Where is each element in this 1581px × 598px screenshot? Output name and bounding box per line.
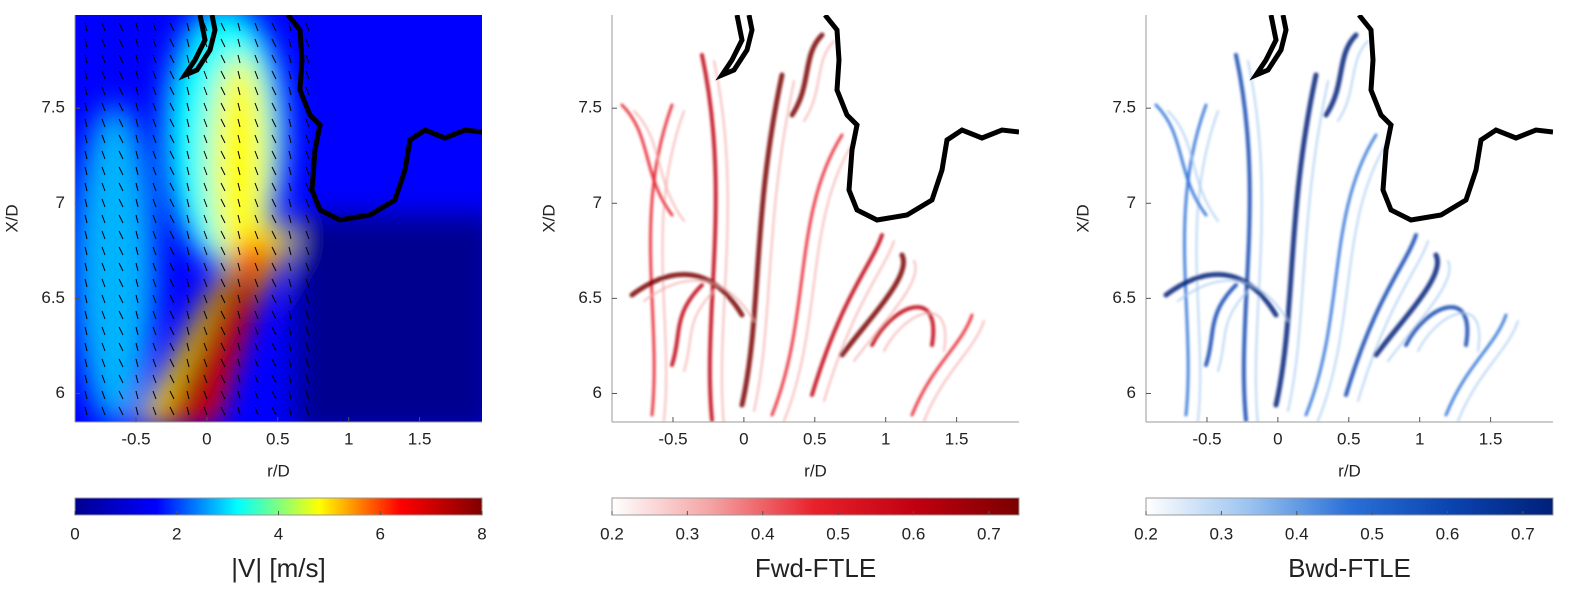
x-tick-label: -0.5 (121, 429, 150, 448)
y-tick-label: 6 (1127, 383, 1136, 402)
colorbar-tick-label: 0.6 (902, 524, 926, 543)
colorbar-tick-label: 0.3 (676, 524, 700, 543)
panel: -0.5 0 0.5 1 1.5 6 6.5 7 7.5 r/D X/D 0.2 0.3 0.4 0.5 0.… (1073, 15, 1554, 583)
panel: -0.5 0 0.5 1 1.5 6 6.5 7 7.5 r/D X/D 0.2 0.3 0.4 0.5 0.… (539, 15, 1020, 583)
quiver (84, 22, 310, 416)
blob (295, 215, 482, 422)
colorbar-tick-label: 0.7 (977, 524, 1001, 543)
boundary (823, 15, 1019, 223)
boundary (715, 15, 755, 81)
x-axis-label: r/D (804, 461, 827, 480)
x-tick-label: 0 (1273, 429, 1282, 448)
field-streaks (1154, 32, 1519, 422)
x-tick-label: 1.5 (408, 429, 432, 448)
boundary (286, 15, 482, 223)
x-tick-label: 0.5 (803, 429, 827, 448)
x-tick-label: 1 (881, 429, 890, 448)
field (620, 15, 1019, 422)
y-tick-label: 7.5 (41, 98, 65, 117)
x-axis-label: r/D (1338, 461, 1361, 480)
x-tick-label: 1.5 (945, 429, 969, 448)
x-tick-label: 0 (739, 429, 748, 448)
colorbar-label: |V| [m/s] (231, 553, 325, 583)
x-axis-label: r/D (267, 461, 290, 480)
x-tick-label: 0 (202, 429, 211, 448)
field (75, 15, 482, 422)
y-tick-label: 6.5 (1112, 288, 1136, 307)
colorbar-tick-label: 0.4 (1285, 524, 1309, 543)
x-tick-label: 0.5 (1337, 429, 1361, 448)
colorbar (1145, 497, 1554, 516)
field (1154, 15, 1553, 422)
colorbar-tick-label: 0.4 (751, 524, 775, 543)
y-tick-label: 6 (593, 383, 602, 402)
x-tick-label: -0.5 (658, 429, 687, 448)
x-tick-label: 1 (1415, 429, 1424, 448)
colorbar-label: Bwd-FTLE (1288, 553, 1411, 583)
y-tick-label: 7 (1127, 193, 1136, 212)
y-axis-label: X/D (2, 204, 21, 232)
colorbar-tick-label: 2 (172, 524, 181, 543)
colorbar-tick-label: 0.5 (826, 524, 850, 543)
y-tick-label: 6 (56, 383, 65, 402)
colorbar-label: Fwd-FTLE (755, 553, 876, 583)
boundary (1357, 15, 1553, 223)
y-axis-label: X/D (1073, 204, 1092, 232)
colorbar-tick-label: 0.7 (1511, 524, 1535, 543)
y-tick-label: 7 (593, 193, 602, 212)
colorbar-tick-label: 8 (477, 524, 486, 543)
colorbar-tick-label: 4 (274, 524, 283, 543)
y-tick-label: 7.5 (578, 98, 602, 117)
boundary (1249, 15, 1289, 81)
colorbar-tick-label: 0.6 (1436, 524, 1460, 543)
x-tick-label: 1 (344, 429, 353, 448)
colorbar-tick-label: 0.3 (1210, 524, 1234, 543)
colorbar-tick-label: 0 (70, 524, 79, 543)
y-tick-label: 7 (56, 193, 65, 212)
x-tick-label: -0.5 (1192, 429, 1221, 448)
y-tick-label: 6.5 (41, 288, 65, 307)
colorbar-tick-label: 0.5 (1360, 524, 1384, 543)
colorbar-tick-label: 6 (376, 524, 385, 543)
y-tick-label: 7.5 (1112, 98, 1136, 117)
colorbar-tick-label: 0.2 (600, 524, 624, 543)
colorbar (611, 497, 1020, 516)
panel: -0.5 0 0.5 1 1.5 6 6.5 7 7.5 r/D X/D 0 2 4 6 8 |V| [m/s] (2, 15, 487, 583)
x-tick-label: 1.5 (1479, 429, 1503, 448)
colorbar-tick-label: 0.2 (1134, 524, 1158, 543)
y-tick-label: 6.5 (578, 288, 602, 307)
field-streaks (620, 32, 985, 422)
x-tick-label: 0.5 (266, 429, 290, 448)
boundary (178, 15, 218, 81)
y-axis-label: X/D (539, 204, 558, 232)
blob (75, 105, 155, 422)
